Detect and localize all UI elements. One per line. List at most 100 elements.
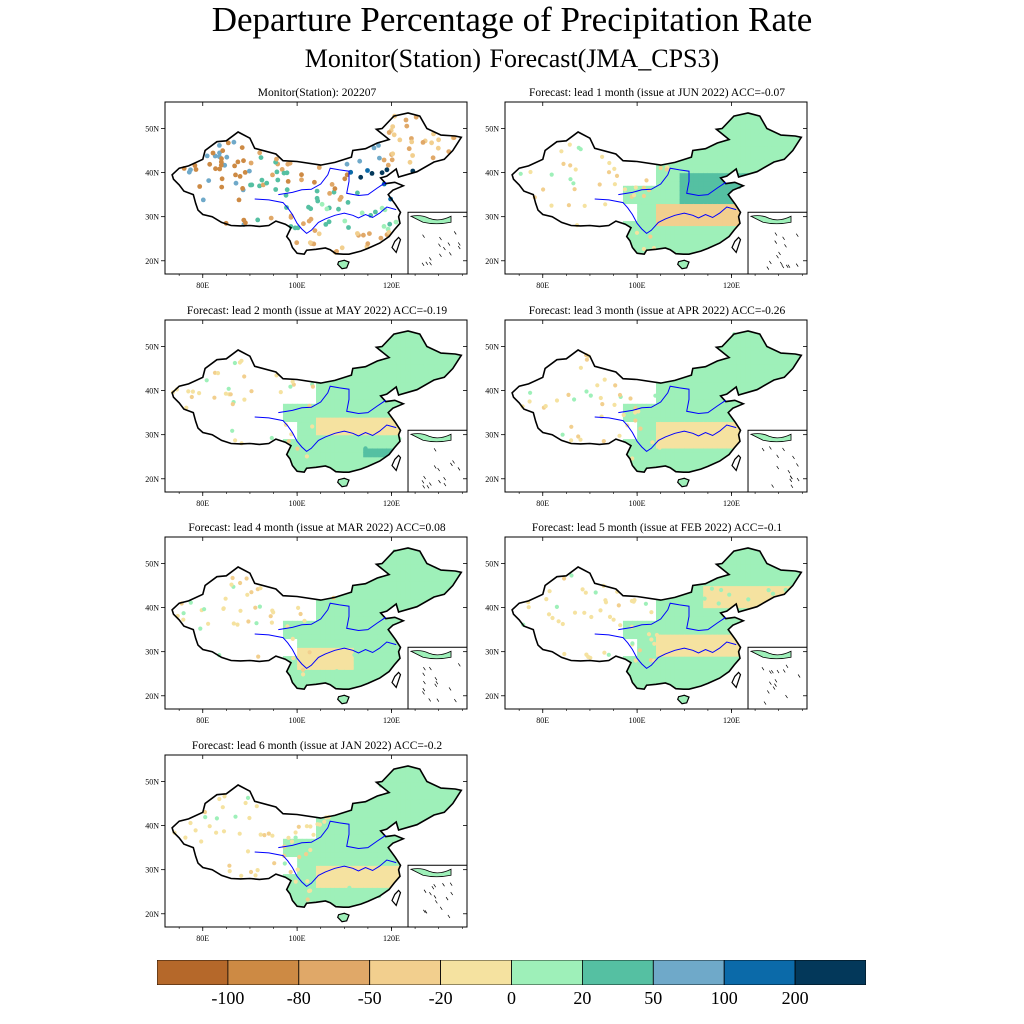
shade-cell <box>349 673 355 679</box>
shade-cell <box>712 412 718 418</box>
shade-cell <box>306 452 312 458</box>
shade-cell <box>349 412 355 418</box>
shade-cell <box>665 229 671 235</box>
shade-cell <box>717 364 723 370</box>
shade-cell <box>717 207 723 213</box>
shade-cell <box>726 368 733 374</box>
shade-cell <box>698 439 704 445</box>
shade-cell <box>722 190 728 196</box>
shade-cell <box>301 421 308 427</box>
panel-title: Monitor(Station): 202207 <box>257 87 377 99</box>
shade-cell <box>674 225 681 231</box>
shade-cell <box>722 159 728 165</box>
shade-cell <box>660 456 667 462</box>
shade-cell <box>282 417 289 423</box>
shade-cell <box>674 168 681 174</box>
shade-cell <box>424 576 430 582</box>
shade-cell <box>391 642 397 648</box>
shade-cell <box>722 377 728 383</box>
shade-cell <box>325 421 331 427</box>
shade-cell <box>670 430 676 436</box>
shade-cell <box>660 225 667 231</box>
shade-cell <box>382 629 388 635</box>
shade-cell <box>325 403 331 409</box>
shade-cell <box>703 434 709 440</box>
shade-cell <box>637 199 643 205</box>
shade-cell <box>344 656 350 662</box>
shade-cell <box>736 132 742 138</box>
shade-cell <box>698 176 704 182</box>
shade-cell <box>424 350 430 356</box>
shade-cell <box>410 603 416 609</box>
shade-cell <box>297 443 303 449</box>
shade-cell <box>684 461 690 467</box>
shade-cell <box>358 607 364 613</box>
shade-cell <box>320 408 327 414</box>
shade-cell <box>670 412 676 418</box>
shade-cell <box>311 439 317 445</box>
shade-cell <box>415 594 421 600</box>
shade-cell <box>306 421 312 427</box>
shade-cell <box>349 386 355 392</box>
shade-cell <box>722 203 728 209</box>
shade-cell <box>325 656 331 662</box>
shade-cell <box>377 598 383 604</box>
inset-island <box>438 479 441 484</box>
shade-cell <box>736 377 742 383</box>
shade-cell <box>400 359 407 365</box>
shade-cell <box>353 634 360 640</box>
shade-cell <box>722 199 728 205</box>
shade-cell <box>717 381 723 387</box>
shade-cell <box>358 629 364 635</box>
shade-cell <box>679 203 685 209</box>
shade-cell <box>674 439 681 445</box>
shade-cell <box>311 447 317 453</box>
shade-cell <box>641 421 648 427</box>
shade-cell <box>745 128 751 134</box>
shade-cell <box>707 225 714 231</box>
shade-cell <box>722 399 728 405</box>
shade-cell <box>382 616 388 622</box>
shade-cell <box>637 465 643 471</box>
shade-cell <box>349 616 355 622</box>
shade-cell <box>363 603 369 609</box>
shade-cell <box>660 408 667 414</box>
inset-island <box>426 485 430 489</box>
shade-cell <box>316 611 322 617</box>
shade-cell <box>740 124 747 130</box>
shade-cell <box>717 408 723 414</box>
lat-tick-label: 20N <box>145 257 159 266</box>
shade-cell <box>707 163 714 169</box>
shade-cell <box>367 412 374 418</box>
shade-cell <box>674 216 681 222</box>
shade-cell <box>717 212 723 218</box>
shade-cell <box>656 447 662 453</box>
shade-cell <box>301 669 308 675</box>
shade-cell <box>764 364 770 370</box>
shade-cell <box>759 159 766 165</box>
shade-cell <box>363 381 369 387</box>
shade-cell <box>689 181 695 187</box>
shade-cell <box>363 669 369 675</box>
shade-cell <box>755 372 761 378</box>
shade-cell <box>665 408 671 414</box>
shade-cell <box>670 399 676 405</box>
shade-cell <box>656 461 662 467</box>
shade-cell <box>377 381 383 387</box>
shade-cell <box>334 607 341 613</box>
shade-cell <box>377 656 383 662</box>
shade-cell <box>358 465 364 471</box>
shade-cell <box>656 172 662 178</box>
shade-cell <box>316 651 322 657</box>
shade-cell <box>349 456 355 462</box>
shade-cell <box>377 611 383 617</box>
shade-cell <box>410 567 416 573</box>
inset-island <box>796 477 800 482</box>
shade-cell <box>722 447 728 453</box>
shade-cell <box>363 434 369 440</box>
shade-cell <box>372 594 378 600</box>
shade-cell <box>689 399 695 405</box>
shade-cell <box>372 625 378 631</box>
shade-cell <box>759 150 766 156</box>
lon-tick-label: 100E <box>629 499 646 508</box>
